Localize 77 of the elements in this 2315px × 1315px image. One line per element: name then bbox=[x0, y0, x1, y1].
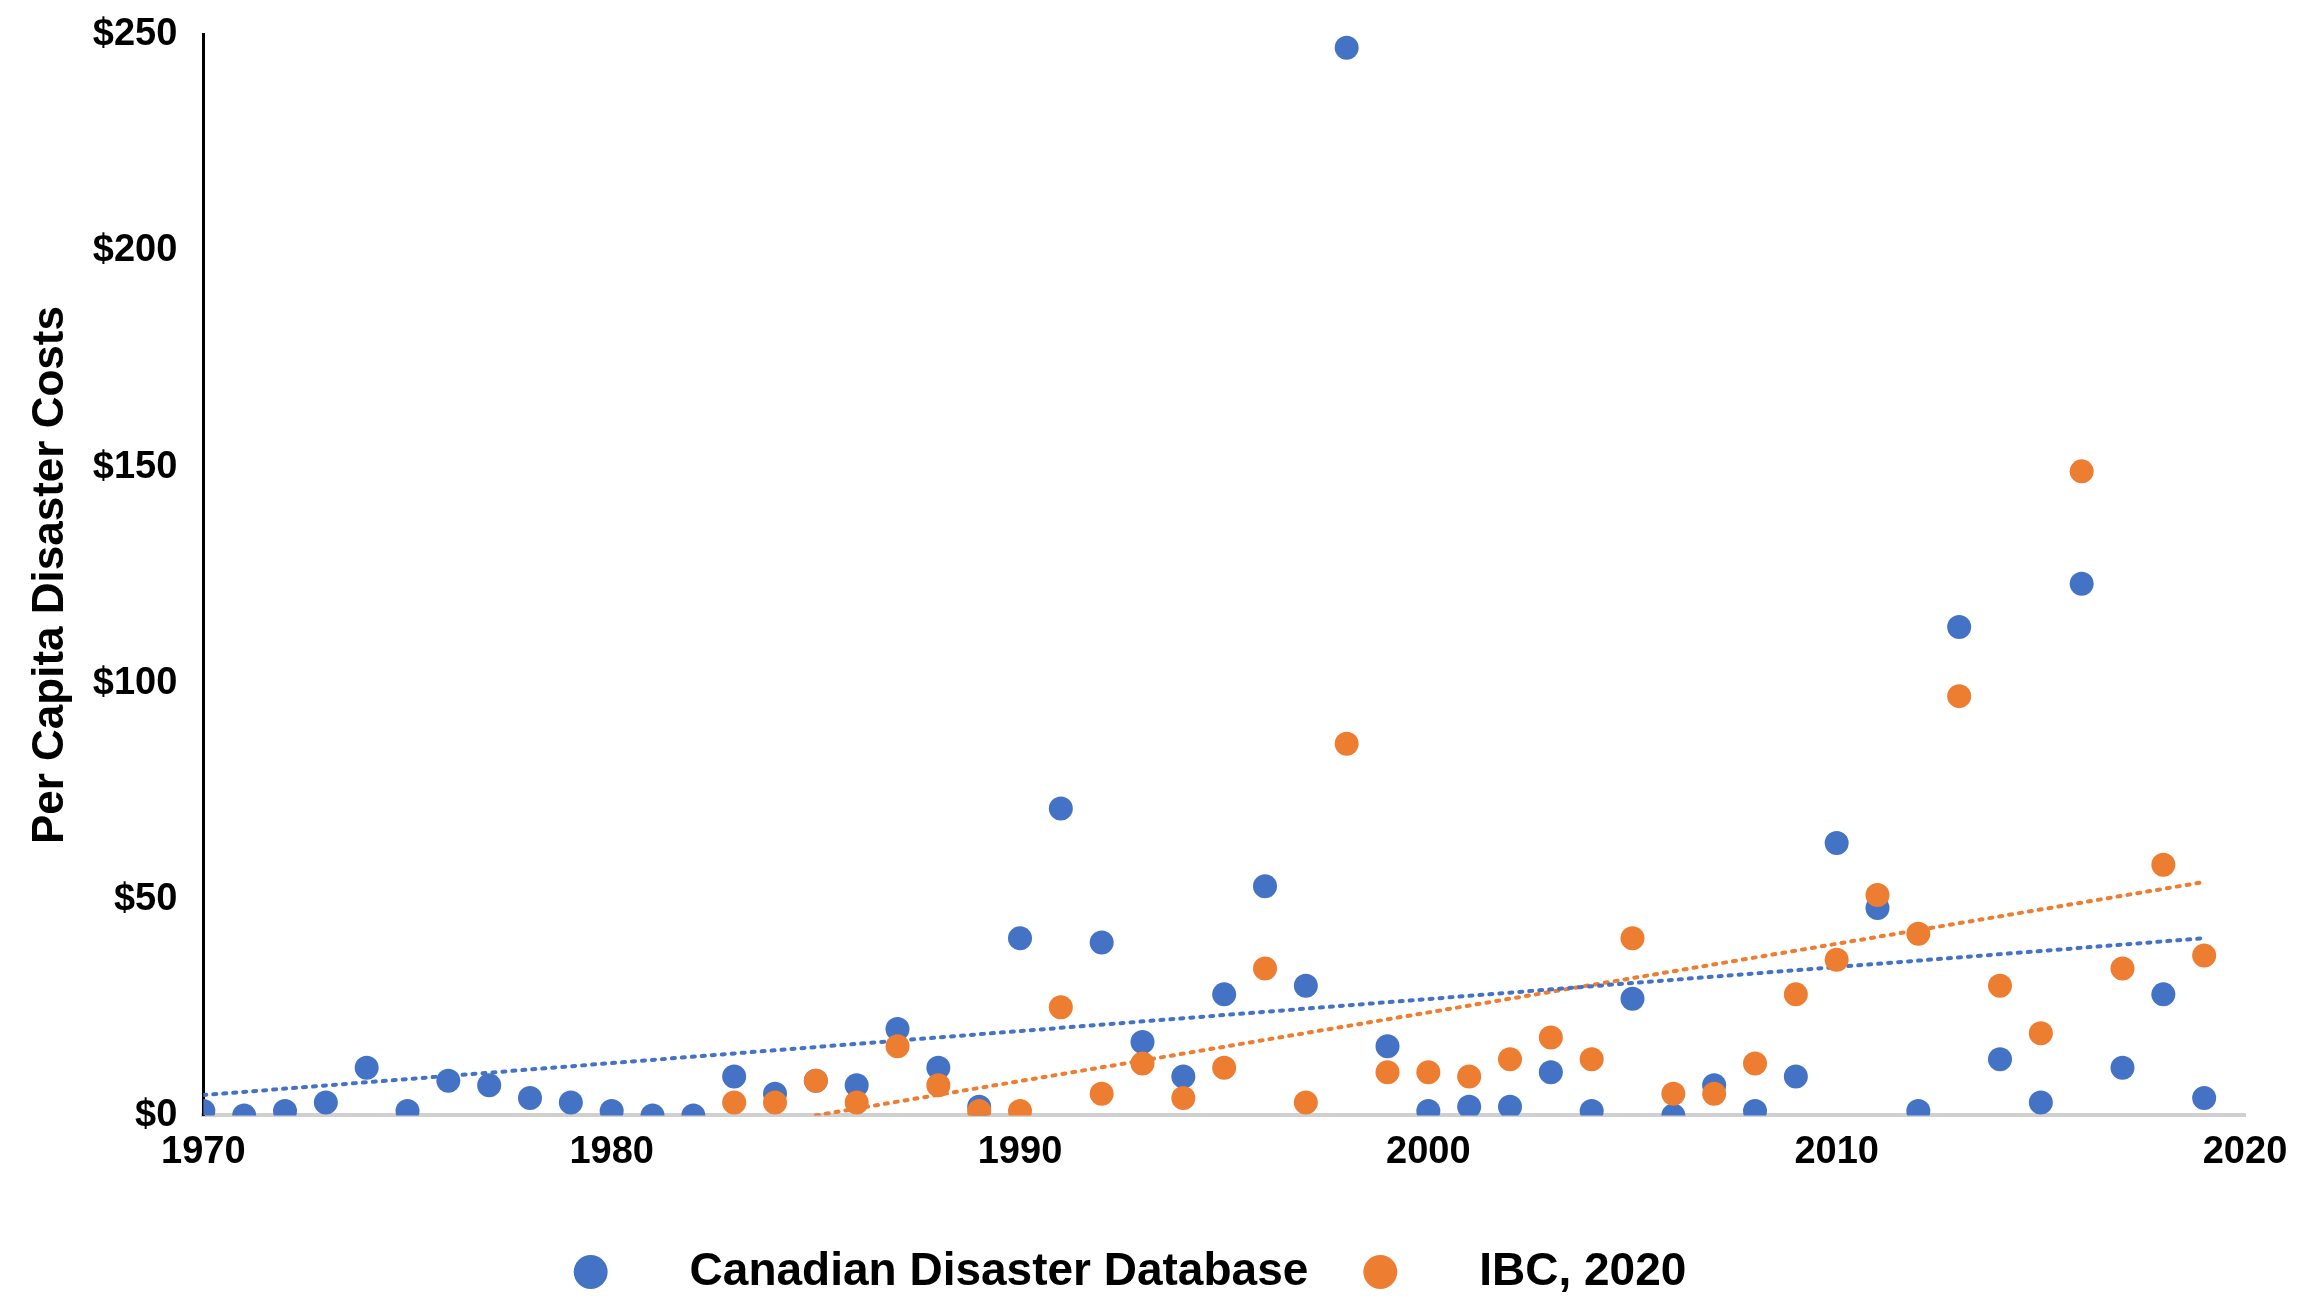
point bbox=[763, 1090, 787, 1115]
legend-label: Canadian Disaster Database bbox=[625, 1242, 1309, 1295]
point bbox=[1293, 973, 1318, 998]
point bbox=[558, 1090, 583, 1115]
point bbox=[1498, 1047, 1522, 1072]
point bbox=[1783, 1064, 1808, 1089]
point bbox=[1253, 874, 1277, 899]
x-tick-label: 2000 bbox=[1386, 1128, 1471, 1171]
point bbox=[1620, 926, 1645, 951]
point bbox=[926, 1073, 951, 1098]
point bbox=[1865, 882, 1890, 907]
y-tick-label: $250 bbox=[92, 11, 178, 54]
point bbox=[1293, 1090, 1318, 1115]
point bbox=[1457, 1064, 1482, 1089]
point bbox=[844, 1090, 869, 1115]
point bbox=[518, 1086, 542, 1111]
point bbox=[1089, 930, 1114, 955]
point bbox=[2069, 459, 2094, 484]
point bbox=[1906, 921, 1931, 946]
point bbox=[1048, 796, 1073, 821]
point bbox=[2028, 1090, 2053, 1115]
point bbox=[2151, 982, 2176, 1007]
point bbox=[1416, 1060, 1441, 1085]
point bbox=[1375, 1034, 1400, 1059]
point bbox=[2151, 852, 2176, 877]
point bbox=[1988, 973, 2012, 998]
point bbox=[1130, 1029, 1155, 1054]
point bbox=[2110, 1055, 2135, 1080]
point bbox=[1824, 831, 1849, 856]
y-tick-label: $50 bbox=[113, 875, 178, 918]
point bbox=[477, 1073, 502, 1098]
x-tick-label: 1990 bbox=[977, 1128, 1063, 1171]
point bbox=[722, 1064, 747, 1089]
point bbox=[1253, 956, 1277, 981]
point bbox=[1457, 1094, 1482, 1116]
point bbox=[436, 1068, 461, 1093]
point bbox=[1048, 995, 1073, 1020]
y-axis-title: Per Capita Disaster Costs bbox=[22, 306, 72, 845]
point bbox=[1212, 982, 1237, 1007]
point bbox=[1498, 1094, 1522, 1116]
point bbox=[2192, 943, 2217, 968]
point bbox=[1988, 1047, 2012, 1072]
y-tick-label: $150 bbox=[92, 443, 178, 486]
point bbox=[1334, 35, 1359, 60]
x-tick-label: 2020 bbox=[2202, 1128, 2288, 1171]
point bbox=[1661, 1081, 1686, 1106]
point bbox=[1743, 1051, 1767, 1076]
point bbox=[1008, 926, 1032, 951]
point bbox=[2028, 1021, 2053, 1046]
y-tick-label: $200 bbox=[92, 227, 178, 270]
point bbox=[1947, 614, 1972, 639]
point bbox=[2192, 1086, 2217, 1111]
point bbox=[1375, 1060, 1400, 1085]
point bbox=[1089, 1081, 1114, 1106]
point bbox=[1702, 1081, 1727, 1106]
point bbox=[1171, 1064, 1196, 1089]
point bbox=[1783, 982, 1808, 1007]
point bbox=[2110, 956, 2135, 981]
point bbox=[1824, 947, 1849, 972]
point bbox=[1538, 1060, 1563, 1085]
legend-label: IBC, 2020 bbox=[1415, 1242, 1687, 1295]
x-tick-label: 2010 bbox=[1794, 1128, 1879, 1171]
point bbox=[1579, 1047, 1604, 1072]
point bbox=[1212, 1055, 1237, 1080]
point bbox=[1947, 684, 1972, 709]
y-tick-label: $100 bbox=[92, 659, 178, 702]
point bbox=[2069, 571, 2094, 596]
point bbox=[354, 1055, 379, 1080]
point bbox=[1171, 1086, 1196, 1111]
point bbox=[722, 1090, 747, 1115]
x-tick-label: 1980 bbox=[569, 1128, 654, 1171]
point bbox=[1130, 1051, 1155, 1076]
point bbox=[1334, 731, 1359, 756]
point bbox=[313, 1090, 338, 1115]
point bbox=[1620, 986, 1645, 1011]
point bbox=[885, 1034, 910, 1059]
point bbox=[1538, 1025, 1563, 1050]
